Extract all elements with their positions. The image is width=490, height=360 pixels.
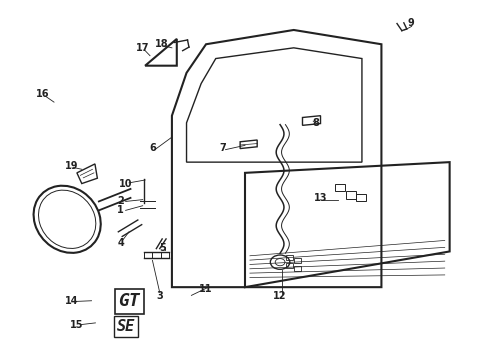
Text: 14: 14 [65,296,79,306]
Text: 5: 5 [159,243,166,253]
Bar [335,184,345,192]
Bar [294,266,301,271]
Text: 11: 11 [199,284,213,294]
Text: 10: 10 [119,179,132,189]
Bar [356,194,366,202]
Text: 1: 1 [118,205,124,215]
Text: 8: 8 [312,118,319,128]
Text: 13: 13 [314,193,327,203]
Bar [287,255,293,260]
Text: 12: 12 [273,291,287,301]
Text: 16: 16 [36,89,49,99]
Text: 17: 17 [136,43,149,53]
Text: 18: 18 [155,39,169,49]
Text: 3: 3 [156,291,163,301]
Text: 4: 4 [118,238,124,248]
Text: 2: 2 [118,197,124,206]
Text: 19: 19 [65,161,79,171]
Bar [294,258,301,263]
Text: 7: 7 [220,143,226,153]
Text: GT: GT [118,292,140,310]
Text: SE: SE [117,319,135,334]
Bar [287,263,293,268]
Text: 6: 6 [149,143,156,153]
Text: 15: 15 [70,320,84,330]
Text: 9: 9 [407,18,414,28]
Bar [346,192,356,199]
